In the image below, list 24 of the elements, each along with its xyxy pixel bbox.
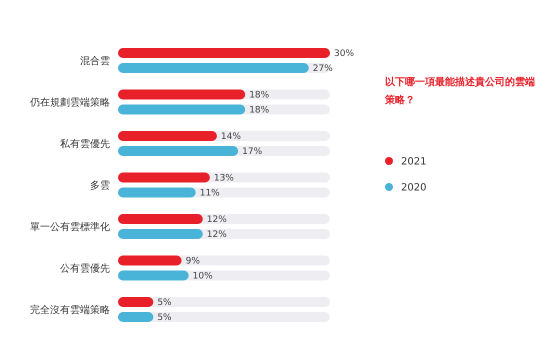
data-label: 27% <box>312 64 334 74</box>
legend-title: 以下哪一項最能描述貴公司的雲端策略？ <box>384 76 535 106</box>
data-label: 18% <box>249 106 270 116</box>
data-label: 14% <box>220 132 242 142</box>
data-label: 9% <box>186 256 200 267</box>
y-tick-label: 私有雲優先 <box>60 138 110 150</box>
data-label: 5% <box>157 313 172 324</box>
y-tick-label: 完全沒有雲端策略 <box>30 304 110 316</box>
data-label: 17% <box>242 147 263 158</box>
data-label: 10% <box>192 272 214 282</box>
data-label: 5% <box>157 298 172 308</box>
y-tick-label: 公有雲優先 <box>60 262 110 274</box>
data-label: 11% <box>200 188 220 199</box>
y-tick-label: 仍在規劃雲端策略 <box>29 96 110 108</box>
data-label: 12% <box>206 215 228 226</box>
data-label: 18% <box>249 90 270 101</box>
data-label: 30% <box>334 49 354 60</box>
legend-label: 2021 <box>401 156 426 168</box>
data-label: 13% <box>214 174 234 184</box>
y-tick-label: 混合雲 <box>80 55 110 67</box>
legend-label: 2020 <box>401 182 426 194</box>
y-tick-label: 多雲 <box>90 180 110 192</box>
y-tick-label: 單一公有雲標準化 <box>30 221 110 233</box>
data-label: 12% <box>206 230 228 240</box>
